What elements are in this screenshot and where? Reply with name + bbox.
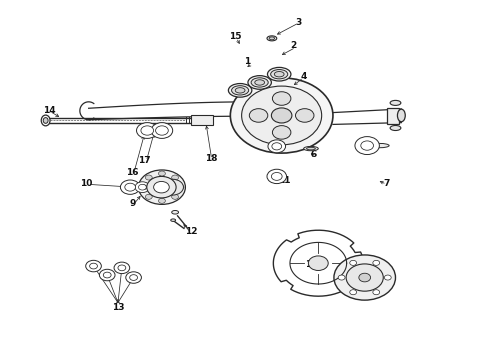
Ellipse shape: [232, 86, 248, 95]
Text: 18: 18: [204, 154, 217, 163]
Circle shape: [147, 176, 176, 198]
Circle shape: [130, 275, 138, 280]
Text: 7: 7: [384, 179, 390, 188]
Text: 14: 14: [43, 105, 56, 114]
Text: 3: 3: [295, 18, 302, 27]
Circle shape: [154, 181, 169, 193]
Circle shape: [172, 194, 178, 199]
Ellipse shape: [390, 126, 401, 131]
Circle shape: [230, 78, 333, 153]
Ellipse shape: [390, 100, 401, 105]
Bar: [191, 115, 213, 126]
Circle shape: [272, 126, 291, 139]
Ellipse shape: [235, 87, 245, 93]
Circle shape: [373, 260, 380, 265]
Circle shape: [361, 141, 373, 150]
Ellipse shape: [304, 147, 318, 151]
Circle shape: [350, 290, 357, 295]
Text: 12: 12: [185, 228, 197, 237]
Ellipse shape: [369, 143, 389, 148]
Ellipse shape: [397, 109, 405, 122]
Text: 17: 17: [139, 156, 151, 165]
Text: 6: 6: [310, 150, 317, 159]
Circle shape: [350, 260, 357, 265]
Circle shape: [373, 290, 380, 295]
Ellipse shape: [270, 69, 288, 79]
Circle shape: [271, 108, 292, 123]
Ellipse shape: [255, 80, 265, 85]
Circle shape: [272, 92, 291, 105]
Ellipse shape: [248, 76, 271, 89]
Ellipse shape: [172, 211, 178, 214]
Text: 20: 20: [364, 281, 376, 290]
Circle shape: [338, 275, 345, 280]
Text: 10: 10: [80, 179, 93, 188]
Circle shape: [384, 275, 391, 280]
Circle shape: [334, 255, 395, 300]
Circle shape: [268, 140, 286, 153]
Text: 1: 1: [245, 57, 250, 66]
Ellipse shape: [267, 36, 277, 41]
Circle shape: [295, 109, 314, 122]
Text: 4: 4: [300, 72, 307, 81]
Circle shape: [135, 182, 150, 193]
Circle shape: [141, 126, 154, 135]
Text: 2: 2: [291, 41, 297, 50]
Circle shape: [121, 180, 140, 194]
Ellipse shape: [251, 78, 268, 87]
Text: 19: 19: [305, 260, 318, 269]
Circle shape: [148, 177, 175, 197]
Circle shape: [139, 170, 185, 204]
Circle shape: [355, 136, 379, 154]
Ellipse shape: [41, 115, 50, 126]
Circle shape: [272, 143, 282, 150]
Circle shape: [177, 185, 184, 190]
Circle shape: [90, 263, 98, 269]
Circle shape: [86, 260, 101, 272]
Text: 9: 9: [129, 199, 136, 208]
Circle shape: [159, 198, 165, 203]
Circle shape: [359, 273, 370, 282]
Circle shape: [159, 171, 165, 176]
Circle shape: [140, 185, 147, 190]
Circle shape: [99, 269, 115, 281]
Circle shape: [172, 175, 178, 180]
Circle shape: [162, 179, 183, 195]
Ellipse shape: [268, 67, 291, 81]
Circle shape: [103, 272, 111, 278]
Ellipse shape: [228, 84, 252, 97]
Circle shape: [267, 169, 287, 184]
Circle shape: [156, 126, 168, 135]
Circle shape: [146, 194, 152, 199]
Bar: [387, 108, 399, 125]
Ellipse shape: [269, 37, 274, 40]
Circle shape: [139, 184, 147, 190]
Circle shape: [308, 256, 328, 270]
Circle shape: [271, 172, 282, 180]
Text: 15: 15: [229, 32, 242, 41]
Circle shape: [151, 123, 172, 138]
Ellipse shape: [171, 219, 175, 221]
Circle shape: [118, 265, 126, 271]
Circle shape: [125, 183, 136, 191]
Circle shape: [137, 123, 158, 138]
Circle shape: [249, 109, 268, 122]
Circle shape: [146, 175, 152, 180]
Circle shape: [126, 272, 142, 283]
Ellipse shape: [307, 147, 316, 150]
Text: 11: 11: [278, 176, 291, 185]
Circle shape: [114, 262, 130, 274]
Text: 8: 8: [159, 172, 165, 181]
Circle shape: [242, 86, 321, 145]
Ellipse shape: [274, 72, 284, 77]
Circle shape: [346, 264, 383, 291]
Text: 5: 5: [276, 132, 282, 141]
Text: 16: 16: [126, 168, 139, 177]
Text: 13: 13: [112, 303, 124, 312]
Ellipse shape: [43, 118, 48, 123]
